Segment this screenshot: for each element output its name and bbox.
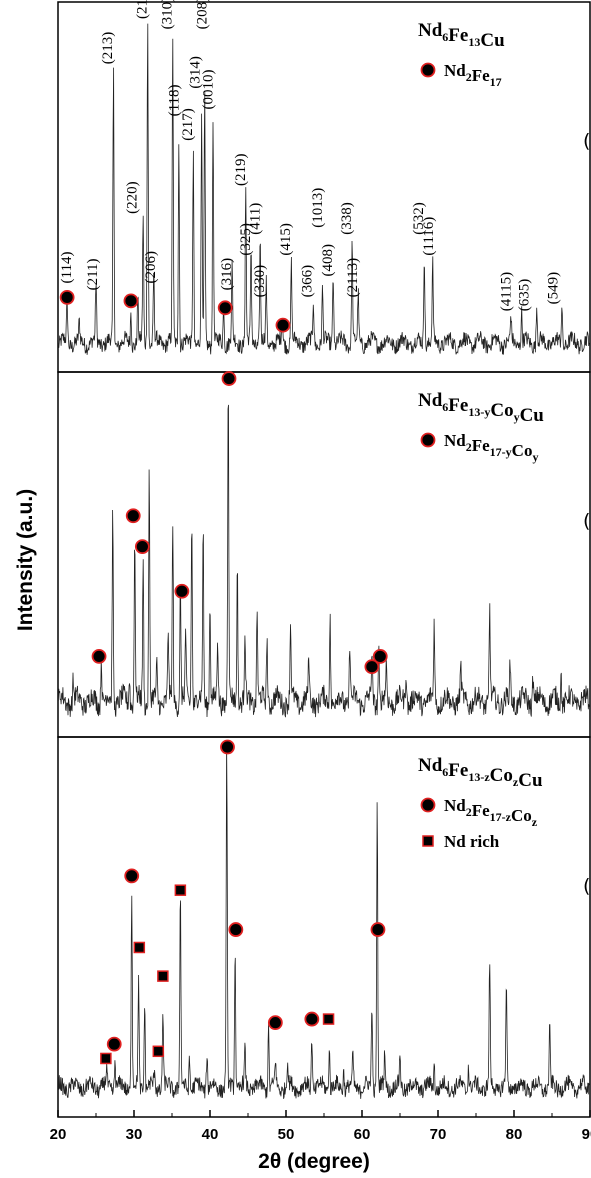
xrd-series-line — [58, 740, 590, 1099]
phase-marker-square — [100, 1052, 112, 1065]
x-tick-label: 60 — [354, 1126, 371, 1143]
x-tick-label: 30 — [126, 1126, 143, 1143]
hkl-label: (366) — [299, 265, 315, 298]
hkl-label: (206) — [143, 251, 159, 284]
phase-marker-square — [133, 941, 146, 954]
y-axis-label: Intensity (a.u.) — [14, 489, 37, 631]
legend-label: Nd2Fe17-zCoz — [444, 796, 538, 829]
phase-marker-square — [152, 1045, 165, 1058]
hkl-label: (2113) — [345, 258, 361, 297]
legend-label: Nd2Fe17-yCoy — [444, 431, 538, 464]
panel-title: Nd6Fe13-zCozCu — [418, 755, 543, 791]
hkl-label: (408) — [320, 244, 336, 277]
x-tick-label: 80 — [506, 1126, 523, 1143]
hkl-label: (532) — [411, 202, 427, 235]
hkl-label: (330) — [252, 265, 268, 298]
panel-title: Nd6Fe13Cu — [418, 20, 505, 51]
x-tick-label: 40 — [202, 1126, 219, 1143]
hkl-label: (415) — [278, 223, 294, 256]
hkl-label: (213) — [100, 32, 116, 64]
panel-1: (114) (211) (213) (220) (215) (206) (310) (118)… — [57, 0, 591, 373]
phase-marker-circle — [275, 317, 291, 333]
hkl-label: (220) — [125, 181, 141, 214]
hkl-label: (325) — [238, 223, 254, 255]
hkl-label: (0010) — [201, 69, 217, 109]
hkl-label: (217) — [180, 108, 196, 141]
phase-marker-square — [157, 970, 169, 982]
legend-marker-circle — [420, 797, 436, 813]
hkl-label: (118) — [166, 84, 182, 116]
hkl-label: (310) — [160, 0, 176, 29]
phase-marker-circle — [217, 300, 233, 316]
phase-marker-circle — [372, 649, 388, 664]
hkl-label: (338) — [339, 202, 355, 235]
panel-tag: (ب) — [583, 510, 591, 532]
phase-marker-circle — [220, 739, 235, 755]
panel-tag: (پ) — [583, 875, 591, 897]
phase-marker-circle — [106, 1036, 122, 1052]
phase-marker-circle — [370, 922, 386, 937]
legend-marker-circle — [420, 62, 436, 78]
hkl-label: (1116) — [421, 217, 437, 256]
phase-marker-circle — [228, 922, 244, 937]
hkl-label: (314) — [188, 56, 204, 89]
x-tick-label: 20 — [50, 1126, 67, 1143]
legend-marker-square — [422, 835, 434, 847]
panel-tag: (الف) — [583, 130, 591, 152]
panel-3: Nd6Fe13-zCozCu Nd2Fe17-zCoz Nd rich (پ) — [57, 736, 591, 1118]
phase-marker-circle — [134, 539, 150, 555]
panel-title: Nd6Fe13-yCoyCu — [418, 390, 544, 426]
phase-marker-circle — [59, 289, 75, 305]
phase-marker-circle — [91, 649, 107, 664]
hkl-label: (215) — [134, 0, 150, 19]
hkl-label: (549) — [546, 272, 562, 305]
phase-marker-square — [174, 884, 187, 896]
phase-marker-circle — [304, 1011, 320, 1027]
legend-label: Nd2Fe17 — [444, 61, 502, 89]
phase-marker-circle — [174, 583, 190, 599]
x-tick-label: 50 — [278, 1126, 295, 1143]
phase-marker-circle — [125, 508, 141, 524]
phase-marker-circle — [221, 371, 237, 386]
hkl-label: (635) — [517, 279, 533, 312]
phase-marker-circle — [364, 659, 380, 675]
legend-marker-circle — [420, 432, 436, 448]
phase-marker-square — [322, 1013, 335, 1025]
legend-label: Nd rich — [444, 832, 500, 851]
xrd-series-line — [58, 404, 590, 718]
x-axis-label: 2θ (degree) — [258, 1150, 370, 1173]
x-tick-label: 70 — [430, 1126, 447, 1143]
hkl-label: (208) — [194, 0, 210, 29]
hkl-label: (114) — [59, 252, 75, 284]
panel-frame — [57, 371, 591, 738]
phase-marker-circle — [267, 1015, 283, 1031]
phase-marker-circle — [124, 868, 140, 884]
hkl-label: (1013) — [310, 188, 326, 228]
hkl-label: (211) — [85, 258, 101, 290]
x-tick-label: 90 — [582, 1126, 591, 1143]
hkl-label: (219) — [233, 154, 249, 186]
hkl-label: (411) — [248, 203, 264, 235]
axis-layer: 20 30 40 50 60 70 80 90 2θ (degree) Intensity (a.… — [14, 489, 591, 1173]
panel-2: Nd6Fe13-yCoyCu Nd2Fe17-yCoy (ب) — [57, 371, 591, 738]
xrd-series-line — [58, 23, 590, 355]
phase-marker-circle — [123, 293, 139, 309]
hkl-label: (4115) — [498, 272, 514, 311]
hkl-label: (316) — [219, 258, 235, 290]
plot-area: (114) (211) (213) (220) (215) (206) (310) (118)… — [57, 0, 591, 1118]
